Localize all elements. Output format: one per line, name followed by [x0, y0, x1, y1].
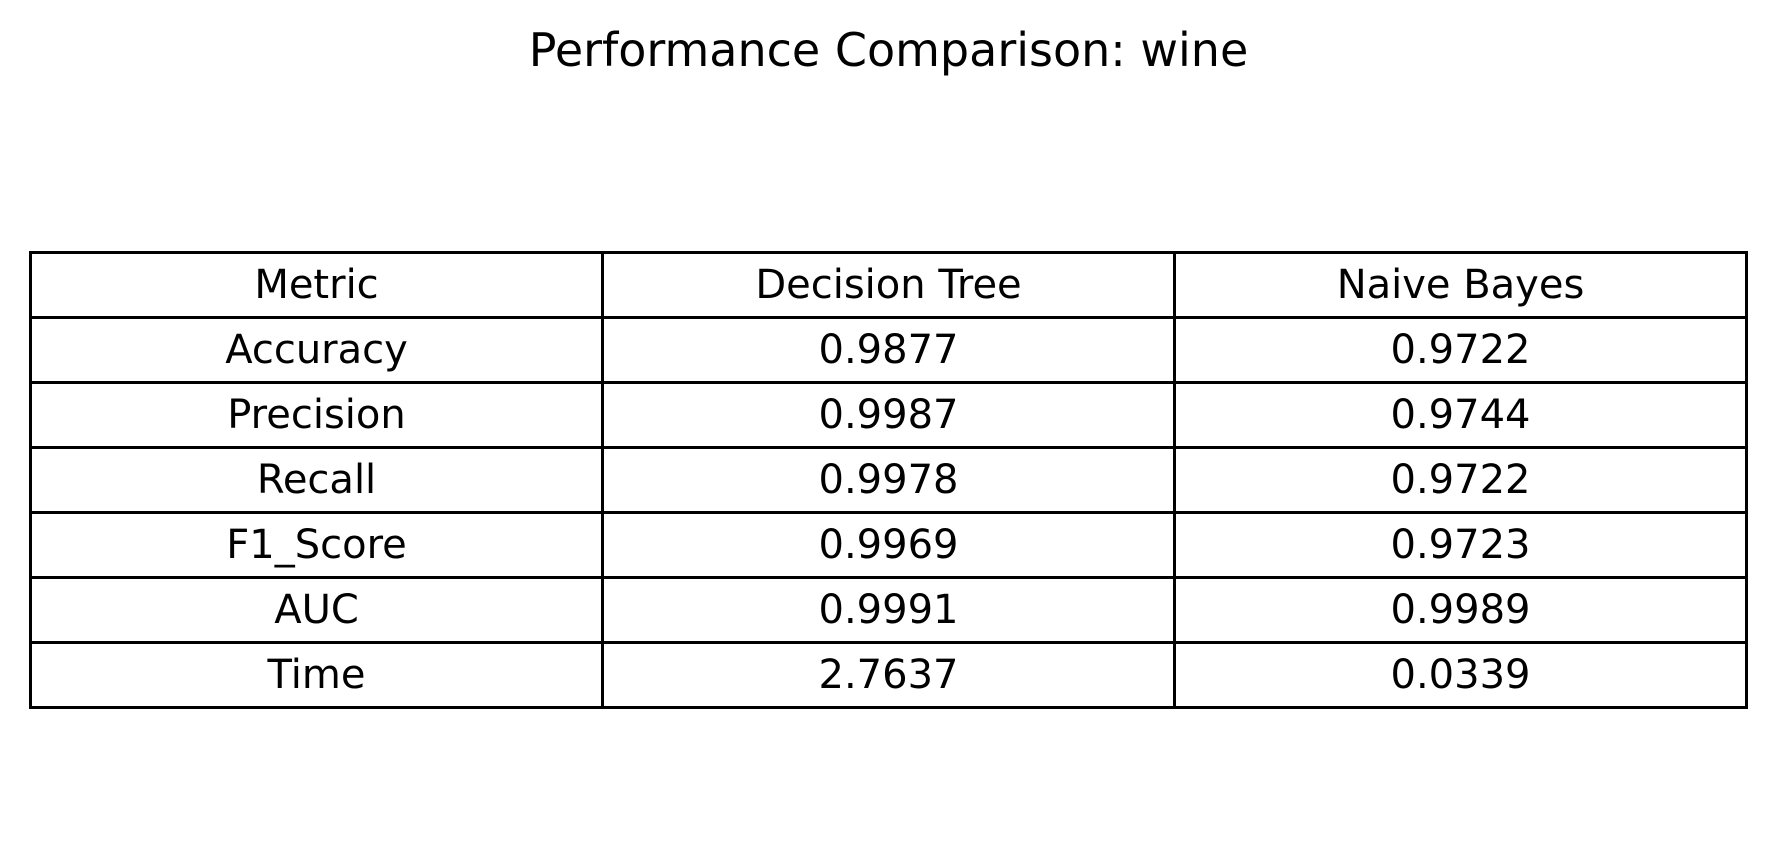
decision-tree-value-cell: 0.9978	[601, 446, 1176, 514]
metric-name-cell: F1_Score	[29, 511, 604, 579]
header-cell-metric: Metric	[29, 251, 604, 319]
table-body: Accuracy 0.9877 0.9722 Precision 0.9987 …	[29, 316, 1748, 709]
metric-name-cell: Time	[29, 641, 604, 709]
header-row: Metric Decision Tree Naive Bayes	[29, 251, 1748, 319]
table-row: Recall 0.9978 0.9722	[29, 446, 1748, 514]
decision-tree-value-cell: 0.9969	[601, 511, 1176, 579]
table-row: F1_Score 0.9969 0.9723	[29, 511, 1748, 579]
naive-bayes-value-cell: 0.0339	[1173, 641, 1748, 709]
table-header: Metric Decision Tree Naive Bayes	[29, 251, 1748, 319]
decision-tree-value-cell: 0.9987	[601, 381, 1176, 449]
header-cell-decision-tree: Decision Tree	[601, 251, 1176, 319]
metric-name-cell: AUC	[29, 576, 604, 644]
naive-bayes-value-cell: 0.9722	[1173, 446, 1748, 514]
metrics-table-container: Metric Decision Tree Naive Bayes Accurac…	[29, 251, 1748, 709]
metric-name-cell: Precision	[29, 381, 604, 449]
naive-bayes-value-cell: 0.9989	[1173, 576, 1748, 644]
decision-tree-value-cell: 0.9877	[601, 316, 1176, 384]
metrics-table: Metric Decision Tree Naive Bayes Accurac…	[29, 251, 1748, 709]
table-row: Accuracy 0.9877 0.9722	[29, 316, 1748, 384]
decision-tree-value-cell: 0.9991	[601, 576, 1176, 644]
metric-name-cell: Recall	[29, 446, 604, 514]
naive-bayes-value-cell: 0.9744	[1173, 381, 1748, 449]
table-row: AUC 0.9991 0.9989	[29, 576, 1748, 644]
metric-name-cell: Accuracy	[29, 316, 604, 384]
chart-title: Performance Comparison: wine	[528, 23, 1249, 77]
table-row: Precision 0.9987 0.9744	[29, 381, 1748, 449]
naive-bayes-value-cell: 0.9723	[1173, 511, 1748, 579]
table-row: Time 2.7637 0.0339	[29, 641, 1748, 709]
naive-bayes-value-cell: 0.9722	[1173, 316, 1748, 384]
decision-tree-value-cell: 2.7637	[601, 641, 1176, 709]
header-cell-naive-bayes: Naive Bayes	[1173, 251, 1748, 319]
